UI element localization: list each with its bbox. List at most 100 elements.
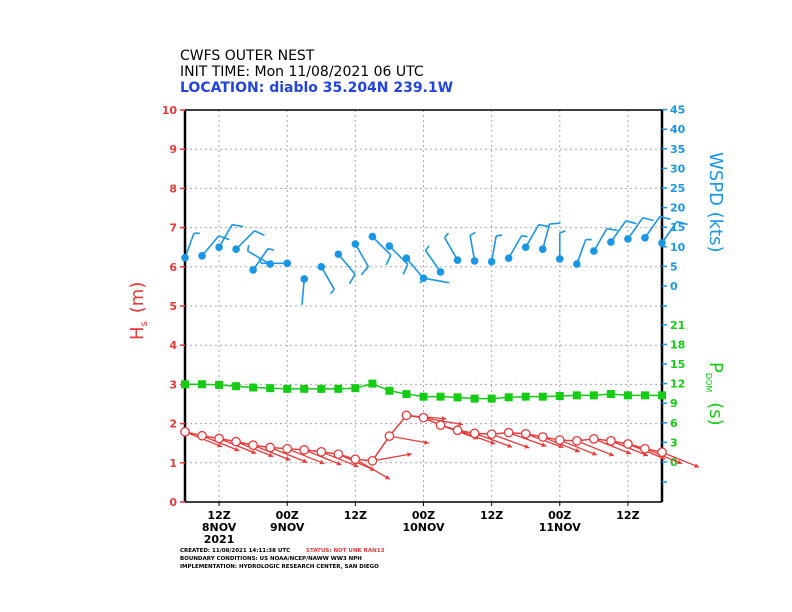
wave-direction-arrow <box>286 448 325 465</box>
period-point <box>436 392 445 401</box>
period-point <box>181 380 189 389</box>
wind-speed-point <box>641 233 649 242</box>
hs-point <box>214 433 224 444</box>
wave-direction-arrow <box>661 451 700 468</box>
wind-barb-flag <box>348 273 356 285</box>
wind-speed-point <box>232 245 240 253</box>
wind-barb-flag <box>559 230 566 234</box>
wind-barb-flag <box>549 222 561 225</box>
period-point <box>623 391 632 400</box>
period-point <box>487 394 496 403</box>
arrowhead <box>507 443 513 448</box>
wave-direction-arrow <box>474 432 513 448</box>
hs-point <box>640 443 650 454</box>
init-time: INIT TIME: Mon 11/08/2021 06 UTC <box>180 64 424 80</box>
wspd-tick-label: 15 <box>670 221 685 234</box>
x-tick-label: 11NOV <box>539 521 582 534</box>
arrowhead <box>441 416 447 421</box>
hs-tick-label: 1 <box>169 457 177 470</box>
hs-point <box>384 431 395 441</box>
wave-direction-arrow <box>389 435 429 444</box>
hs-tick-label: 6 <box>169 261 177 274</box>
wind-speed-point <box>249 266 257 274</box>
wind-speed-point <box>504 254 513 262</box>
wave-direction-arrow <box>201 435 240 452</box>
wind-barb-staff <box>443 237 459 261</box>
hs-point <box>197 430 207 441</box>
wspd-tick-label: 35 <box>670 143 685 156</box>
wind-barb-flag <box>659 215 671 221</box>
wind-barb-staff <box>490 235 497 262</box>
wind-barb-staff <box>371 236 392 256</box>
arrowhead <box>591 451 597 456</box>
wind-speed-point <box>453 256 462 264</box>
wind-speed-point <box>607 238 615 246</box>
period-point <box>232 382 241 391</box>
wind-barb-staff <box>593 228 608 252</box>
wind-barb-flag <box>521 234 528 238</box>
period-point <box>589 391 598 400</box>
wind-barb-flag <box>538 223 550 228</box>
arrowhead <box>608 451 614 457</box>
period-point <box>300 384 309 393</box>
x-tick-label: 12Z <box>616 509 639 522</box>
wspd-tick-label: 45 <box>670 104 685 117</box>
hs-tick-label: 3 <box>169 378 177 391</box>
wave-direction-arrow <box>252 444 291 461</box>
wspd-axis-title: WSPD (kts) <box>705 152 726 253</box>
x-tick-label: 9NOV <box>270 521 305 534</box>
arrowhead <box>336 460 342 466</box>
wind-barb-staff <box>320 266 335 290</box>
wind-barb-flag <box>246 245 250 252</box>
wind-speed-point <box>385 242 394 250</box>
period-point <box>640 391 649 400</box>
wave-direction-arrow <box>304 449 342 466</box>
wind-speed-point <box>470 257 479 265</box>
hs-point <box>299 445 310 455</box>
wind-barb-staff <box>247 250 271 265</box>
hs-tick-label: 4 <box>169 339 177 352</box>
period-tick-label: 9 <box>670 397 678 410</box>
period-point <box>334 384 343 393</box>
period-point <box>538 392 547 401</box>
wave-direction-arrow <box>321 451 359 468</box>
period-point <box>368 379 377 388</box>
wind-barb-flag <box>360 266 369 276</box>
arrowhead <box>285 456 291 461</box>
arrowhead <box>319 459 325 465</box>
arrowhead <box>268 452 274 458</box>
hs-point <box>571 435 582 446</box>
wind-barb-staff <box>218 224 233 248</box>
period-point <box>283 384 292 393</box>
hs-point <box>606 435 616 446</box>
hs-point <box>520 428 531 439</box>
arrowhead <box>424 439 429 445</box>
period-point <box>504 393 513 402</box>
wind-barb-flag <box>642 216 654 222</box>
wind-barb-flag <box>625 220 637 225</box>
x-tick-label: 00Z <box>276 509 299 522</box>
arrowhead <box>490 440 496 445</box>
period-point <box>606 390 615 399</box>
period-axis-title: PDOM(s) <box>704 362 726 426</box>
wind-speed-point <box>368 232 377 241</box>
hs-point <box>265 442 276 453</box>
period-point <box>249 383 258 392</box>
wind-speed-point <box>658 239 666 247</box>
wave-direction-arrow <box>269 446 308 464</box>
wind-speed-point <box>555 255 564 263</box>
hs-tick-label: 10 <box>162 104 178 117</box>
hs-point <box>623 439 633 449</box>
wave-direction-arrow <box>355 458 391 480</box>
wind-barb-flag <box>231 223 244 228</box>
period-tick-label: 6 <box>670 417 678 430</box>
wind-barb-flag <box>329 288 335 295</box>
period-point <box>470 394 479 403</box>
wind-barb-flag <box>676 220 688 226</box>
x-tick-label: 00Z <box>412 509 435 522</box>
x-tick-label: 10NOV <box>402 521 445 534</box>
hs-tick-label: 2 <box>169 418 177 431</box>
period-tick-label: 3 <box>670 436 678 449</box>
wspd-tick-label: 20 <box>670 202 686 215</box>
period-point <box>215 380 224 389</box>
